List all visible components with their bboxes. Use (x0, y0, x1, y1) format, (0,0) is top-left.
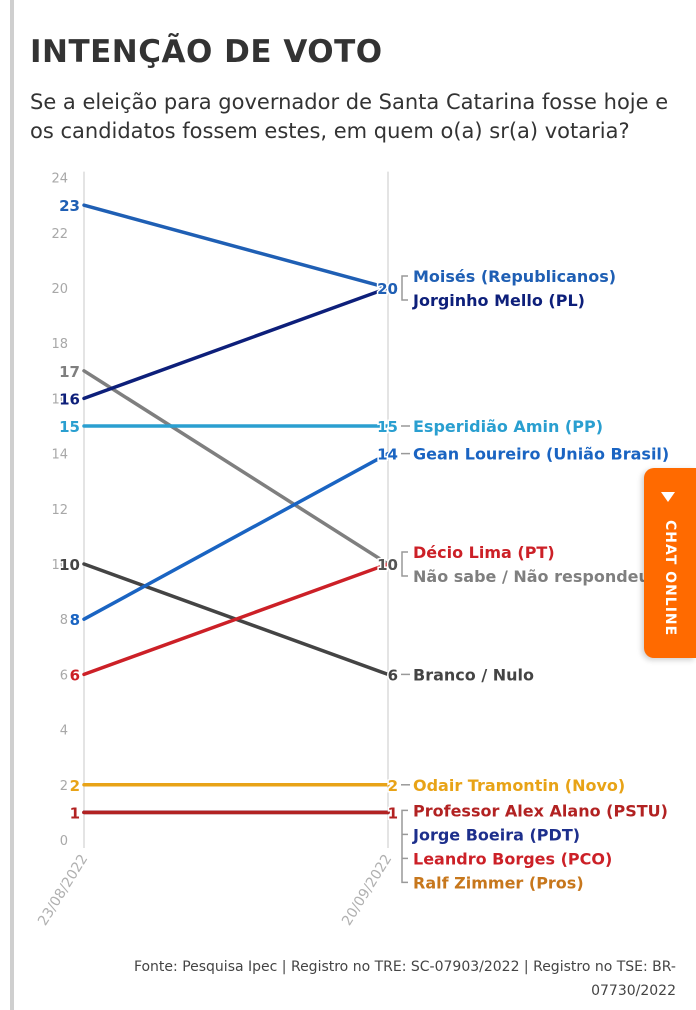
start-value-label-nao-sabe-nao-respondeu: 17 (59, 363, 80, 381)
series-line-nao-sabe-nao-respondeu (82, 369, 390, 566)
label-bracket-10 (401, 551, 408, 577)
y-tick-label-16: 16 (51, 392, 68, 407)
start-value-label-professor-alex-alano-pstu: 1 (70, 804, 80, 822)
end-value-label-20: 20 (377, 280, 398, 298)
end-value-label-2: 2 (388, 777, 398, 795)
series-line-decio-lima-pt (82, 562, 390, 677)
series-line-jorginho-mello-pl (82, 286, 390, 401)
end-value-label-1: 1 (388, 804, 398, 822)
start-value-label-esperidiao-amin-pp: 15 (59, 418, 80, 436)
series-label-odair-tramontin-novo: Odair Tramontin (Novo) (413, 776, 625, 795)
chat-online-label: CHAT ONLINE (662, 519, 678, 637)
page-title: INTENÇÃO DE VOTO (30, 34, 383, 70)
series-line-moises-republicanos (82, 203, 390, 290)
x-tick-label-1: 23/08/2022 (35, 852, 91, 929)
label-bracket-1 (401, 809, 408, 884)
series-label-leandro-borges-pco: Leandro Borges (PCO) (413, 849, 612, 868)
series-label-gean-loureiro-uniao-brasil: Gean Loureiro (União Brasil) (413, 445, 669, 464)
start-value-label-decio-lima-pt: 6 (70, 666, 80, 684)
y-tick-label-4: 4 (60, 724, 68, 739)
y-tick-label-20: 20 (51, 282, 68, 297)
series-label-professor-alex-alano-pstu: Professor Alex Alano (PSTU) (413, 801, 668, 820)
x-tick-label-2: 20/09/2022 (339, 852, 395, 929)
series-label-ralf-zimmer-pros: Ralf Zimmer (Pros) (413, 873, 584, 892)
chart-subtitle: Se a eleição para governador de Santa Ca… (30, 90, 669, 143)
series-label-decio-lima-pt: Décio Lima (PT) (413, 543, 555, 562)
chevron-down-icon (661, 492, 675, 502)
start-value-label-moises-republicanos: 23 (59, 197, 80, 215)
end-value-label-14: 14 (377, 446, 398, 464)
series-label-jorginho-mello-pl: Jorginho Mello (PL) (412, 291, 585, 310)
y-tick-label-14: 14 (51, 448, 68, 463)
start-value-label-jorginho-mello-pl: 16 (59, 390, 80, 408)
y-tick-label-10: 10 (51, 558, 68, 573)
start-value-label-branco-nulo: 10 (59, 556, 80, 574)
left-border (10, 0, 14, 1010)
y-tick-label-8: 8 (60, 613, 68, 628)
y-tick-label-2: 2 (60, 779, 68, 794)
series-label-branco-nulo: Branco / Nulo (413, 665, 534, 684)
y-tick-label-24: 24 (51, 172, 68, 187)
series-line-gean-loureiro-uniao-brasil (82, 451, 390, 621)
y-tick-label-18: 18 (51, 337, 68, 352)
end-value-label-15: 15 (377, 418, 398, 436)
label-bracket-20 (401, 275, 408, 301)
start-value-label-gean-loureiro-uniao-brasil: 8 (70, 611, 80, 629)
chat-online-button[interactable]: CHAT ONLINE (644, 468, 696, 658)
series-label-jorge-boeira-pdt: Jorge Boeira (PDT) (412, 825, 580, 844)
start-value-label-odair-tramontin-novo: 2 (70, 777, 80, 795)
series-label-nao-sabe-nao-respondeu: Não sabe / Não respondeu (413, 567, 650, 586)
y-tick-label-22: 22 (51, 227, 68, 242)
source-note: Fonte: Pesquisa Ipec | Registro no TRE: … (133, 959, 676, 999)
y-tick-label-6: 6 (60, 668, 68, 683)
series-label-esperidiao-amin-pp: Esperidião Amin (PP) (413, 417, 603, 436)
y-tick-label-12: 12 (51, 503, 68, 518)
end-value-label-6: 6 (388, 666, 398, 684)
series-label-moises-republicanos: Moisés (Republicanos) (413, 267, 616, 286)
y-tick-label-0: 0 (60, 834, 68, 849)
end-value-label-10: 10 (377, 556, 398, 574)
